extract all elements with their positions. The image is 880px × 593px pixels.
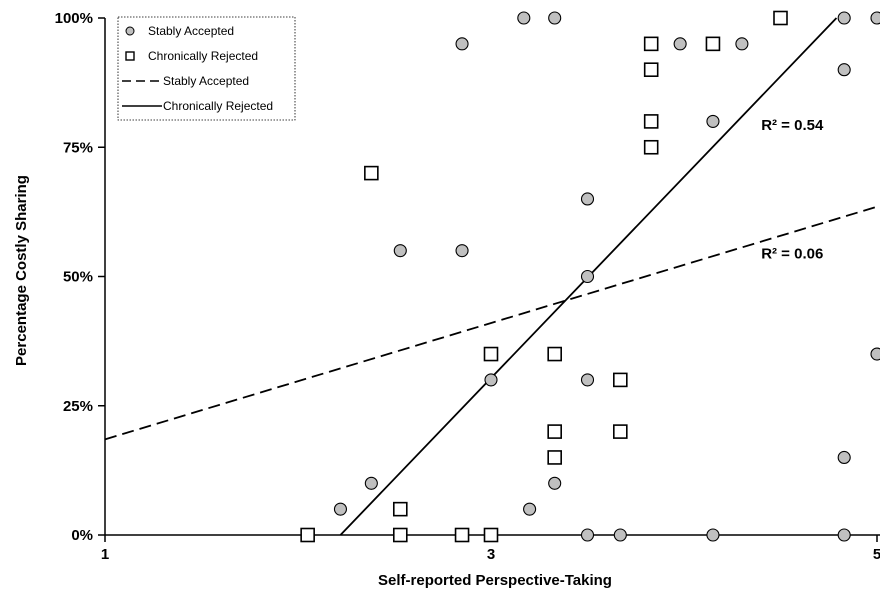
point-stably-accepted bbox=[870, 11, 880, 25]
point-stably-accepted bbox=[455, 244, 469, 258]
point-stably-accepted bbox=[613, 528, 627, 542]
point-stably-accepted bbox=[837, 528, 851, 542]
y-tick-label: 50% bbox=[63, 269, 93, 286]
point-stably-accepted bbox=[870, 347, 880, 361]
y-tick-label: 100% bbox=[55, 10, 93, 27]
point-chronically-rejected bbox=[613, 424, 628, 439]
point-chronically-rejected bbox=[547, 346, 562, 362]
point-stably-accepted bbox=[837, 11, 851, 25]
r-squared-label: R² = 0.54 bbox=[761, 117, 824, 134]
x-tick-label: 3 bbox=[487, 546, 495, 563]
point-chronically-rejected bbox=[454, 527, 470, 543]
legend-label: Chronically Rejected bbox=[148, 49, 258, 63]
point-stably-accepted bbox=[706, 114, 720, 128]
point-stably-accepted bbox=[580, 528, 595, 542]
point-chronically-rejected bbox=[300, 527, 315, 543]
point-stably-accepted bbox=[673, 37, 687, 51]
point-stably-accepted bbox=[484, 373, 498, 387]
y-tick-label: 75% bbox=[63, 139, 93, 156]
point-stably-accepted bbox=[580, 269, 595, 284]
x-tick-label: 1 bbox=[101, 546, 109, 563]
point-stably-accepted bbox=[333, 502, 348, 516]
point-chronically-rejected bbox=[392, 501, 408, 517]
data-points bbox=[300, 10, 880, 543]
point-chronically-rejected bbox=[773, 10, 788, 26]
point-stably-accepted bbox=[548, 11, 562, 25]
point-stably-accepted bbox=[364, 476, 378, 490]
point-chronically-rejected bbox=[613, 372, 628, 388]
point-stably-accepted bbox=[837, 63, 851, 77]
point-stably-accepted bbox=[735, 37, 749, 51]
legend-items: Stably Accepted Chronically Rejected Stabl… bbox=[122, 24, 273, 113]
y-axis-title: Percentage Costly Sharing bbox=[13, 175, 30, 366]
point-stably-accepted bbox=[393, 244, 407, 258]
point-stably-accepted bbox=[548, 476, 562, 490]
point-stably-accepted bbox=[523, 502, 537, 516]
legend-square-marker bbox=[125, 51, 135, 61]
point-stably-accepted bbox=[837, 450, 851, 465]
legend-box bbox=[117, 16, 296, 121]
point-stably-accepted bbox=[580, 192, 595, 206]
legend-label: Stably Accepted bbox=[163, 74, 249, 88]
point-chronically-rejected bbox=[643, 139, 659, 155]
point-chronically-rejected bbox=[643, 36, 659, 52]
y-tick-label: 0% bbox=[71, 527, 93, 544]
point-chronically-rejected bbox=[547, 450, 562, 465]
point-chronically-rejected bbox=[547, 424, 562, 439]
trendline-stably-accepted bbox=[104, 205, 878, 441]
legend: Stably Accepted Chronically Rejected Stabl… bbox=[117, 16, 296, 121]
point-chronically-rejected bbox=[364, 165, 379, 181]
point-stably-accepted bbox=[517, 11, 531, 25]
point-chronically-rejected bbox=[483, 346, 499, 362]
r-squared-labels: R² = 0.06 R² = 0.54 bbox=[761, 117, 824, 262]
point-stably-accepted bbox=[455, 37, 469, 51]
point-chronically-rejected bbox=[705, 36, 721, 52]
legend-circle-marker bbox=[125, 26, 135, 36]
point-chronically-rejected bbox=[643, 62, 659, 78]
point-chronically-rejected bbox=[483, 527, 499, 543]
point-stably-accepted bbox=[580, 373, 595, 387]
r-squared-label: R² = 0.06 bbox=[761, 245, 823, 262]
legend-label: Stably Accepted bbox=[148, 24, 234, 38]
point-chronically-rejected bbox=[392, 527, 408, 543]
legend-label: Chronically Rejected bbox=[163, 99, 273, 113]
point-chronically-rejected bbox=[643, 114, 659, 129]
y-tick-group: 0% 25% 50% 75% 100% bbox=[55, 10, 105, 544]
point-stably-accepted bbox=[706, 528, 720, 542]
y-tick-label: 25% bbox=[63, 398, 93, 415]
x-tick-label: 5 bbox=[873, 546, 880, 563]
x-axis-title: Self-reported Perspective-Taking bbox=[378, 572, 612, 589]
